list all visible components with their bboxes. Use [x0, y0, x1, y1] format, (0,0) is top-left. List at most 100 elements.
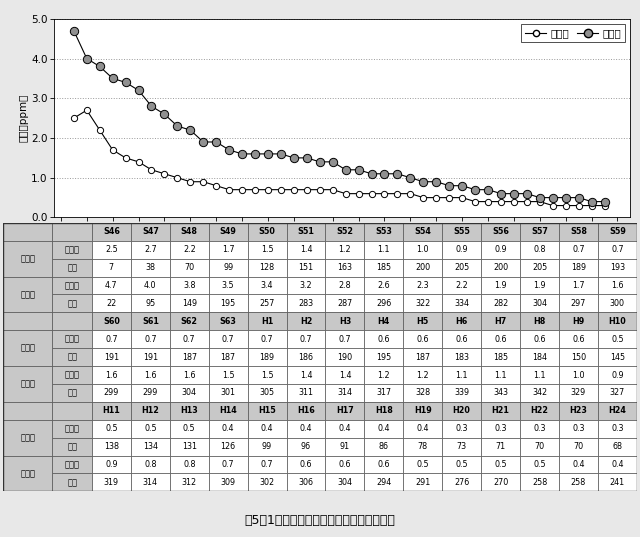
Bar	[131, 384, 170, 402]
Text: S46: S46	[103, 227, 120, 236]
Text: 73: 73	[456, 442, 467, 451]
Bar	[3, 313, 52, 330]
Bar	[3, 223, 52, 241]
Text: 0.6: 0.6	[417, 335, 429, 344]
Bar	[559, 277, 598, 294]
Bar	[559, 366, 598, 384]
Text: 2.6: 2.6	[378, 281, 390, 290]
Bar	[520, 294, 559, 313]
Text: S58: S58	[570, 227, 587, 236]
Bar	[442, 455, 481, 474]
Bar	[170, 223, 209, 241]
Bar	[520, 420, 559, 438]
Text: 2.5: 2.5	[105, 245, 118, 254]
Text: 187: 187	[221, 353, 236, 361]
Bar	[209, 277, 248, 294]
Text: S51: S51	[298, 227, 314, 236]
Text: 4.7: 4.7	[105, 281, 118, 290]
Bar	[403, 366, 442, 384]
Bar	[442, 330, 481, 348]
Text: H7: H7	[495, 317, 507, 326]
Bar	[287, 277, 326, 294]
Bar	[481, 420, 520, 438]
Text: 187: 187	[182, 353, 197, 361]
Bar	[598, 474, 637, 491]
Text: 305: 305	[260, 388, 275, 397]
Bar	[559, 474, 598, 491]
Text: 287: 287	[337, 299, 353, 308]
Text: 151: 151	[298, 263, 314, 272]
Bar	[287, 366, 326, 384]
Text: 205: 205	[532, 263, 547, 272]
Bar	[364, 223, 403, 241]
Bar	[598, 348, 637, 366]
Bar	[559, 223, 598, 241]
Bar	[52, 259, 92, 277]
Bar	[598, 366, 637, 384]
Text: 184: 184	[532, 353, 547, 361]
Bar	[209, 366, 248, 384]
Bar	[403, 294, 442, 313]
Text: 年平均: 年平均	[65, 460, 79, 469]
Bar	[52, 366, 92, 384]
Text: 0.3: 0.3	[533, 424, 546, 433]
Bar	[287, 474, 326, 491]
Text: 0.7: 0.7	[572, 245, 585, 254]
Bar	[92, 474, 131, 491]
Bar	[248, 330, 287, 348]
Bar	[598, 330, 637, 348]
Bar	[170, 384, 209, 402]
Text: H23: H23	[570, 407, 588, 415]
Text: 299: 299	[104, 388, 119, 397]
Text: 294: 294	[376, 478, 392, 487]
Bar	[3, 277, 52, 313]
Bar	[364, 277, 403, 294]
Bar	[131, 402, 170, 420]
Bar	[326, 455, 364, 474]
Bar	[209, 474, 248, 491]
Text: 0.6: 0.6	[378, 335, 390, 344]
Bar	[481, 384, 520, 402]
Bar	[3, 402, 52, 420]
Text: 190: 190	[337, 353, 353, 361]
Bar	[170, 438, 209, 455]
Bar	[248, 438, 287, 455]
Bar	[403, 402, 442, 420]
Text: 自排局: 自排局	[20, 380, 35, 388]
Text: 2.7: 2.7	[144, 245, 157, 254]
Bar	[520, 277, 559, 294]
Text: 0.7: 0.7	[222, 335, 234, 344]
Text: 2.3: 2.3	[417, 281, 429, 290]
Bar	[481, 241, 520, 259]
Text: H12: H12	[141, 407, 159, 415]
Text: 276: 276	[454, 478, 469, 487]
Text: 年平均: 年平均	[65, 245, 79, 254]
Text: 149: 149	[182, 299, 197, 308]
Text: 193: 193	[610, 263, 625, 272]
Text: 150: 150	[571, 353, 586, 361]
Bar	[481, 402, 520, 420]
Text: 2.2: 2.2	[455, 281, 468, 290]
Text: H18: H18	[375, 407, 393, 415]
Text: 年平均: 年平均	[65, 335, 79, 344]
Text: 図5－1　一酸化炭素濃度の年平均値の推移: 図5－1 一酸化炭素濃度の年平均値の推移	[244, 514, 396, 527]
Bar	[131, 223, 170, 241]
Bar	[520, 384, 559, 402]
Text: 329: 329	[571, 388, 586, 397]
Text: 0.4: 0.4	[300, 424, 312, 433]
Text: 0.7: 0.7	[339, 335, 351, 344]
Bar	[520, 259, 559, 277]
Text: 0.7: 0.7	[300, 335, 312, 344]
Bar	[520, 474, 559, 491]
Bar	[442, 474, 481, 491]
Text: H6: H6	[456, 317, 468, 326]
Bar	[559, 402, 598, 420]
Bar	[520, 313, 559, 330]
Bar	[481, 330, 520, 348]
Bar	[52, 330, 92, 348]
Bar	[248, 384, 287, 402]
Text: 1.9: 1.9	[494, 281, 507, 290]
Bar	[170, 330, 209, 348]
Text: 0.4: 0.4	[222, 424, 234, 433]
Bar	[170, 294, 209, 313]
